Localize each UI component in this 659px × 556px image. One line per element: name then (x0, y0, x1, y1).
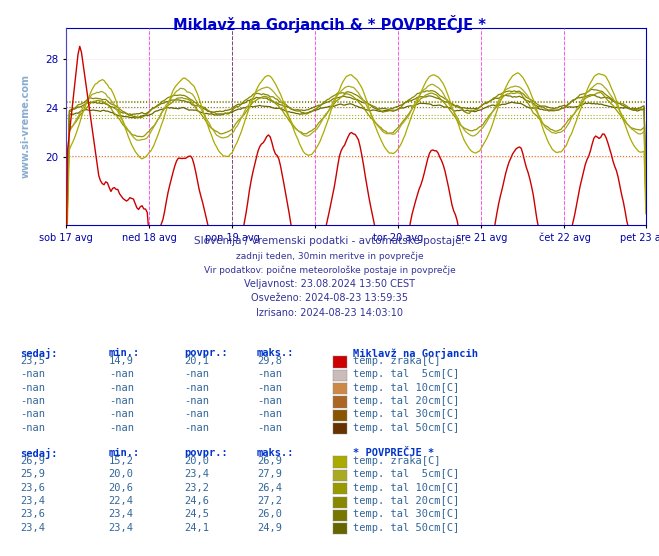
Text: 23,6: 23,6 (20, 483, 45, 493)
Text: Veljavnost: 23.08.2024 13:50 CEST: Veljavnost: 23.08.2024 13:50 CEST (244, 279, 415, 289)
Text: 25,9: 25,9 (20, 469, 45, 479)
Text: -nan: -nan (257, 409, 282, 419)
Text: -nan: -nan (257, 383, 282, 393)
Text: -nan: -nan (185, 396, 210, 406)
Text: temp. tal 50cm[C]: temp. tal 50cm[C] (353, 523, 459, 533)
Text: temp. tal  5cm[C]: temp. tal 5cm[C] (353, 369, 459, 379)
Text: 27,9: 27,9 (257, 469, 282, 479)
Text: 24,5: 24,5 (185, 509, 210, 519)
Text: 23,4: 23,4 (109, 523, 134, 533)
Text: Miklavž na Gorjancih: Miklavž na Gorjancih (353, 348, 478, 359)
Text: 24,6: 24,6 (185, 496, 210, 506)
Text: * POVPREČJE *: * POVPREČJE * (353, 448, 434, 458)
Text: temp. tal 30cm[C]: temp. tal 30cm[C] (353, 509, 459, 519)
Text: temp. tal 10cm[C]: temp. tal 10cm[C] (353, 483, 459, 493)
Text: 29,8: 29,8 (257, 356, 282, 366)
Text: 26,0: 26,0 (257, 509, 282, 519)
Text: 26,9: 26,9 (20, 456, 45, 466)
Text: 23,4: 23,4 (20, 523, 45, 533)
Text: -nan: -nan (185, 423, 210, 433)
Text: -nan: -nan (109, 409, 134, 419)
Text: Izrisano: 2024-08-23 14:03:10: Izrisano: 2024-08-23 14:03:10 (256, 308, 403, 318)
Text: -nan: -nan (20, 409, 45, 419)
Text: -nan: -nan (20, 369, 45, 379)
Text: maks.:: maks.: (257, 348, 295, 358)
Text: 20,0: 20,0 (109, 469, 134, 479)
Text: Osveženo: 2024-08-23 13:59:35: Osveženo: 2024-08-23 13:59:35 (251, 294, 408, 304)
Text: -nan: -nan (257, 369, 282, 379)
Text: 20,6: 20,6 (109, 483, 134, 493)
Text: -nan: -nan (20, 396, 45, 406)
Text: -nan: -nan (257, 396, 282, 406)
Text: povpr.:: povpr.: (185, 348, 228, 358)
Text: 22,4: 22,4 (109, 496, 134, 506)
Text: -nan: -nan (109, 423, 134, 433)
Text: -nan: -nan (257, 423, 282, 433)
Text: -nan: -nan (20, 423, 45, 433)
Text: 23,2: 23,2 (185, 483, 210, 493)
Text: 23,6: 23,6 (20, 509, 45, 519)
Text: -nan: -nan (109, 383, 134, 393)
Text: min.:: min.: (109, 348, 140, 358)
Text: 23,4: 23,4 (20, 496, 45, 506)
Text: 20,0: 20,0 (185, 456, 210, 466)
Text: 14,9: 14,9 (109, 356, 134, 366)
Text: povpr.:: povpr.: (185, 448, 228, 458)
Text: temp. zraka[C]: temp. zraka[C] (353, 356, 440, 366)
Text: sedaj:: sedaj: (20, 348, 57, 359)
Text: temp. zraka[C]: temp. zraka[C] (353, 456, 440, 466)
Text: temp. tal 10cm[C]: temp. tal 10cm[C] (353, 383, 459, 393)
Text: zadnji teden, 30min meritve in povprečje: zadnji teden, 30min meritve in povprečje (236, 252, 423, 261)
Text: -nan: -nan (185, 383, 210, 393)
Text: sedaj:: sedaj: (20, 448, 57, 459)
Text: 23,4: 23,4 (185, 469, 210, 479)
Text: maks.:: maks.: (257, 448, 295, 458)
Text: temp. tal 50cm[C]: temp. tal 50cm[C] (353, 423, 459, 433)
Text: 26,4: 26,4 (257, 483, 282, 493)
Text: temp. tal  5cm[C]: temp. tal 5cm[C] (353, 469, 459, 479)
Text: temp. tal 30cm[C]: temp. tal 30cm[C] (353, 409, 459, 419)
Text: Vir podatkov: poične meteorološke postaje in povprečje: Vir podatkov: poične meteorološke postaj… (204, 265, 455, 275)
Text: -nan: -nan (185, 369, 210, 379)
Text: 20,1: 20,1 (185, 356, 210, 366)
Text: min.:: min.: (109, 448, 140, 458)
Text: www.si-vreme.com: www.si-vreme.com (20, 75, 30, 178)
Text: 23,5: 23,5 (20, 356, 45, 366)
Text: -nan: -nan (109, 396, 134, 406)
Text: -nan: -nan (185, 409, 210, 419)
Text: 15,2: 15,2 (109, 456, 134, 466)
Text: 26,9: 26,9 (257, 456, 282, 466)
Text: Slovenija / vremenski podatki - avtomatske postaje.: Slovenija / vremenski podatki - avtomats… (194, 236, 465, 246)
Text: -nan: -nan (109, 369, 134, 379)
Text: 27,2: 27,2 (257, 496, 282, 506)
Text: 24,1: 24,1 (185, 523, 210, 533)
Text: Miklavž na Gorjancih & * POVPREČJE *: Miklavž na Gorjancih & * POVPREČJE * (173, 15, 486, 33)
Text: temp. tal 20cm[C]: temp. tal 20cm[C] (353, 396, 459, 406)
Text: 24,9: 24,9 (257, 523, 282, 533)
Text: 23,4: 23,4 (109, 509, 134, 519)
Text: -nan: -nan (20, 383, 45, 393)
Text: temp. tal 20cm[C]: temp. tal 20cm[C] (353, 496, 459, 506)
